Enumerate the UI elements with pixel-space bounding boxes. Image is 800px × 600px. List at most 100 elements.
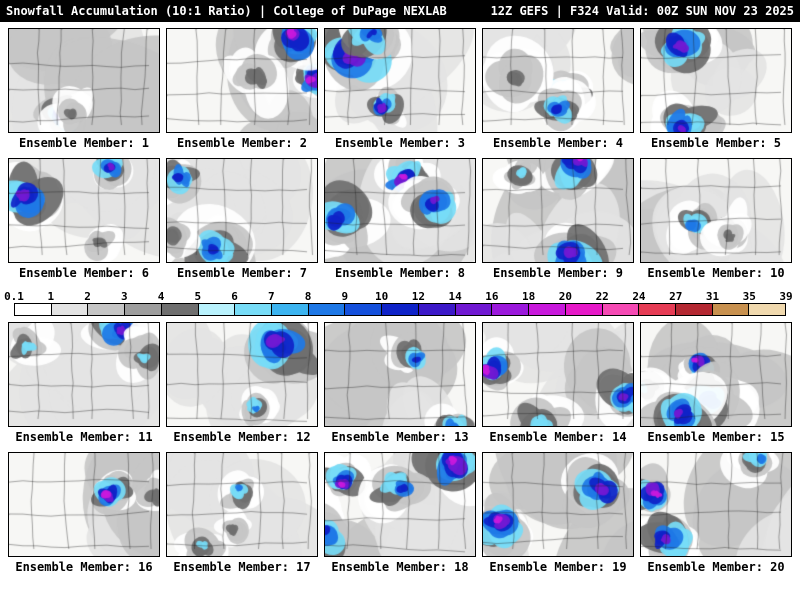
colorbar-tick-label: 39 [779,290,793,303]
ensemble-panel: Ensemble Member: 18 [324,452,476,582]
colorbar-cell [418,304,456,315]
ensemble-map [640,158,792,263]
colorbar-tick-label: 24 [632,290,646,303]
colorbar-cell [345,304,383,315]
ensemble-member-label: Ensemble Member: 2 [176,136,308,150]
ensemble-member-label: Ensemble Member: 12 [173,430,311,444]
colorbar-tick-label: 5 [194,290,202,303]
colorbar-cell [382,304,419,315]
colorbar-cell [308,304,346,315]
ensemble-grid-bottom: Ensemble Member: 11 Ensemble Member: 12 … [0,322,800,582]
ensemble-map [640,452,792,557]
ensemble-map [482,452,634,557]
ensemble-map [166,452,318,557]
colorbar-tick-label: 31 [705,290,720,303]
colorbar-tick-label: 14 [448,290,462,303]
ensemble-map [482,322,634,427]
ensemble-panel: Ensemble Member: 19 [482,452,634,582]
ensemble-member-label: Ensemble Member: 4 [492,136,624,150]
colorbar-cell [198,304,236,315]
colorbar-tick-label: 0.1 [4,290,24,303]
ensemble-map [482,158,634,263]
ensemble-map [324,322,476,427]
ensemble-map [640,28,792,133]
ensemble-panel: Ensemble Member: 11 [8,322,160,452]
colorbar-tick-label: 35 [742,290,756,303]
ensemble-panel: Ensemble Member: 6 [8,158,160,288]
colorbar-cell [15,304,52,315]
ensemble-panel: Ensemble Member: 5 [640,28,792,158]
ensemble-map [324,158,476,263]
colorbar-tick-label: 9 [341,290,349,303]
colorbar-tick-label: 6 [231,290,238,303]
colorbar-cell [565,304,603,315]
colorbar-cell [675,304,713,315]
ensemble-grid-top: Ensemble Member: 1 Ensemble Member: 2 En… [0,28,800,288]
header-title: Snowfall Accumulation (10:1 Ratio) | Col… [6,4,447,18]
colorbar-tick-label: 16 [485,290,499,303]
colorbar-cell [712,304,750,315]
ensemble-member-label: Ensemble Member: 11 [15,430,153,444]
colorbar-tick-label: 7 [268,290,275,303]
ensemble-member-label: Ensemble Member: 9 [492,266,624,280]
ensemble-panel: Ensemble Member: 2 [166,28,318,158]
ensemble-map [324,452,476,557]
ensemble-panel: Ensemble Member: 9 [482,158,634,288]
ensemble-map [8,28,160,133]
colorbar-cell [235,304,273,315]
ensemble-member-label: Ensemble Member: 1 [18,136,150,150]
ensemble-map [8,158,160,263]
colorbar-cell [639,304,676,315]
ensemble-panel: Ensemble Member: 20 [640,452,792,582]
colorbar-scale [14,303,786,316]
colorbar-cell [492,304,530,315]
colorbar-cell [272,304,309,315]
ensemble-member-label: Ensemble Member: 20 [647,560,785,574]
ensemble-map [8,452,160,557]
ensemble-member-label: Ensemble Member: 5 [650,136,782,150]
ensemble-member-label: Ensemble Member: 14 [489,430,627,444]
colorbar-cell [529,304,566,315]
ensemble-member-label: Ensemble Member: 16 [15,560,153,574]
ensemble-map [324,28,476,133]
colorbar-cell [51,304,89,315]
colorbar-tick-label: 27 [669,290,683,303]
ensemble-map [8,322,160,427]
ensemble-panel: Ensemble Member: 4 [482,28,634,158]
ensemble-panel: Ensemble Member: 16 [8,452,160,582]
colorbar-cell [602,304,640,315]
colorbar-tick-label: 20 [558,290,573,303]
ensemble-map [482,28,634,133]
colorbar-tick-label: 10 [374,290,389,303]
ensemble-member-label: Ensemble Member: 17 [173,560,311,574]
colorbar-tick-label: 22 [595,290,609,303]
ensemble-member-label: Ensemble Member: 18 [331,560,469,574]
colorbar: 0.1 1 2 3 4 5 6 7 8 9 10 12 14 16 18 20 22 24 27 31 35 39 [4,290,793,316]
ensemble-panel: Ensemble Member: 7 [166,158,318,288]
colorbar-tick-label: 12 [411,290,425,303]
ensemble-map [166,158,318,263]
colorbar-cell [88,304,126,315]
colorbar-cell [455,304,493,315]
header-forecast-info: 12Z GEFS | F324 Valid: 00Z SUN NOV 23 20… [490,4,794,18]
colorbar-tick-label: 1 [47,290,55,303]
colorbar-tick-labels: 0.1 1 2 3 4 5 6 7 8 9 10 12 14 16 18 20 22 24 27 31 35 39 [4,290,793,303]
ensemble-panel: Ensemble Member: 15 [640,322,792,452]
colorbar-cell [749,304,786,315]
ensemble-member-label: Ensemble Member: 3 [334,136,466,150]
ensemble-map [640,322,792,427]
colorbar-cell [161,304,199,315]
colorbar-tick-label: 3 [120,290,128,303]
ensemble-panel: Ensemble Member: 12 [166,322,318,452]
colorbar-tick-label: 8 [304,290,312,303]
ensemble-member-label: Ensemble Member: 19 [489,560,627,574]
header-bar: Snowfall Accumulation (10:1 Ratio) | Col… [0,0,800,22]
ensemble-panel: Ensemble Member: 8 [324,158,476,288]
ensemble-map [166,322,318,427]
colorbar-tick-label: 18 [522,290,536,303]
ensemble-panel: Ensemble Member: 3 [324,28,476,158]
ensemble-member-label: Ensemble Member: 8 [334,266,466,280]
ensemble-member-label: Ensemble Member: 6 [18,266,150,280]
ensemble-panel: Ensemble Member: 1 [8,28,160,158]
